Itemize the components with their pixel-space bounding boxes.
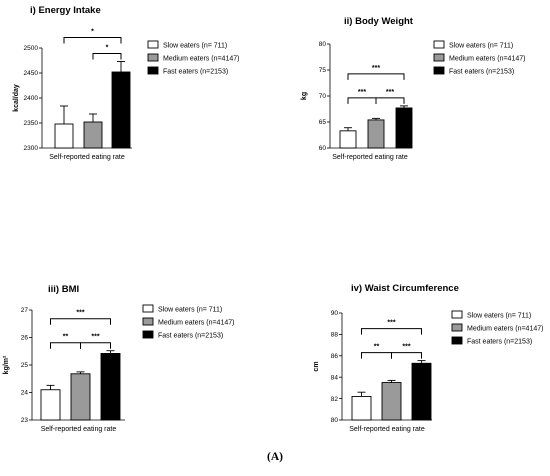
significance-bracket [347, 97, 377, 104]
y-tick-label: 75 [319, 67, 327, 74]
legend-swatch-fast [451, 336, 463, 345]
significance-bracket [361, 328, 422, 335]
legend-label: Fast eaters (n=2153) [163, 69, 228, 76]
bar-fast [395, 107, 413, 149]
bar-fast [411, 362, 432, 421]
y-tick-label: 23 [21, 417, 29, 424]
chart-title: i) Energy Intake [30, 5, 101, 16]
legend-label: Medium eaters (n=4147) [467, 326, 543, 333]
y-tick-label: 84 [331, 374, 339, 381]
legend-swatch-fast [147, 66, 159, 75]
significance-bracket [63, 37, 122, 44]
y-tick-label: 2350 [24, 120, 39, 127]
bar-slow [40, 389, 61, 421]
x-axis-label: Self-reported eating rate [49, 154, 125, 161]
legend-label: Slow eaters (n= 711) [163, 43, 227, 50]
legend-label: Fast eaters (n=2153) [449, 69, 514, 76]
bar-slow [339, 130, 357, 149]
y-tick-label: 27 [21, 307, 29, 314]
y-tick-label: 24 [21, 390, 29, 397]
legend-label: Slow eaters (n= 711) [158, 307, 222, 314]
significance-label: ** [374, 344, 380, 351]
y-tick-label: 88 [331, 332, 339, 339]
significance-label: * [106, 45, 109, 52]
bar-medium [381, 382, 402, 421]
legend-swatch-medium [433, 53, 445, 62]
y-tick-label: 2300 [24, 145, 39, 152]
chart-title: iii) BMI [48, 284, 79, 295]
chart-panel-3: iii) BMI 23 24 25 26 27 kg/m² Self-reported eat… [3, 284, 234, 433]
significance-label: *** [358, 89, 366, 96]
y-axis-label: kcal/day [13, 84, 20, 112]
significance-label: * [91, 29, 94, 36]
significance-bracket [50, 342, 81, 349]
legend-label: Fast eaters (n=2153) [158, 333, 223, 340]
x-axis-label: Self-reported eating rate [332, 154, 408, 161]
significance-bracket [347, 73, 405, 80]
y-tick-label: 82 [331, 396, 339, 403]
significance-label: *** [372, 65, 380, 72]
legend-label: Medium eaters (n=4147) [158, 320, 234, 327]
significance-bracket [361, 352, 392, 359]
y-axis-label: kg/m² [3, 355, 10, 374]
legend-swatch-medium [451, 323, 463, 332]
bar-slow [54, 123, 74, 149]
y-tick-label: 60 [319, 145, 327, 152]
chart-panel-4: iv) Waist Circumference 80 82 84 86 88 90 cm Sel… [313, 283, 543, 433]
x-axis-label: Self-reported eating rate [349, 426, 425, 433]
significance-label: *** [387, 320, 395, 327]
y-tick-label: 80 [319, 41, 327, 48]
significance-label: *** [402, 344, 410, 351]
significance-label: *** [386, 89, 394, 96]
legend-swatch-slow [147, 40, 159, 49]
y-tick-label: 26 [21, 335, 29, 342]
y-tick-label: 2400 [24, 95, 39, 102]
y-tick-label: 65 [319, 119, 327, 126]
figure-caption: (A) [267, 451, 283, 463]
chart-panel-2: ii) Body Weight 60 65 70 75 80 kg Self-reported… [301, 16, 525, 161]
y-tick-label: 80 [331, 417, 339, 424]
bar-slow [351, 396, 372, 421]
legend-swatch-medium [147, 53, 159, 62]
bar-fast [111, 71, 131, 149]
y-tick-label: 25 [21, 362, 29, 369]
chart-panel-1: i) Energy Intake 2300 2350 2400 2450 2500 kcal… [13, 5, 239, 161]
legend-label: Slow eaters (n= 711) [467, 313, 531, 320]
legend-label: Slow eaters (n= 711) [449, 43, 513, 50]
legend-swatch-fast [142, 330, 154, 339]
significance-bracket [92, 53, 122, 60]
legend-swatch-medium [142, 317, 154, 326]
legend-label: Medium eaters (n=4147) [449, 56, 525, 63]
bar-medium [83, 121, 103, 149]
y-axis-label: kg [301, 92, 308, 100]
significance-label: ** [63, 334, 69, 341]
significance-label: *** [76, 310, 84, 317]
y-tick-label: 90 [331, 310, 339, 317]
bar-fast [100, 353, 121, 421]
bar-medium [367, 119, 385, 149]
x-axis-label: Self-reported eating rate [41, 426, 117, 433]
legend-label: Medium eaters (n=4147) [163, 56, 239, 63]
chart-title: iv) Waist Circumference [351, 283, 459, 294]
significance-bracket [391, 352, 422, 359]
y-tick-label: 86 [331, 353, 339, 360]
bar-medium [70, 373, 91, 421]
y-tick-label: 2450 [24, 70, 39, 77]
legend-swatch-slow [433, 40, 445, 49]
significance-bracket [50, 318, 111, 325]
legend-swatch-slow [142, 304, 154, 313]
significance-label: *** [91, 334, 99, 341]
y-tick-label: 70 [319, 93, 327, 100]
y-tick-label: 2500 [24, 45, 39, 52]
chart-title: ii) Body Weight [344, 16, 414, 27]
significance-bracket [80, 342, 111, 349]
legend-swatch-slow [451, 310, 463, 319]
y-axis-label: cm [313, 361, 320, 371]
legend-swatch-fast [433, 66, 445, 75]
legend-label: Fast eaters (n=2153) [467, 339, 532, 346]
significance-bracket [375, 97, 405, 104]
